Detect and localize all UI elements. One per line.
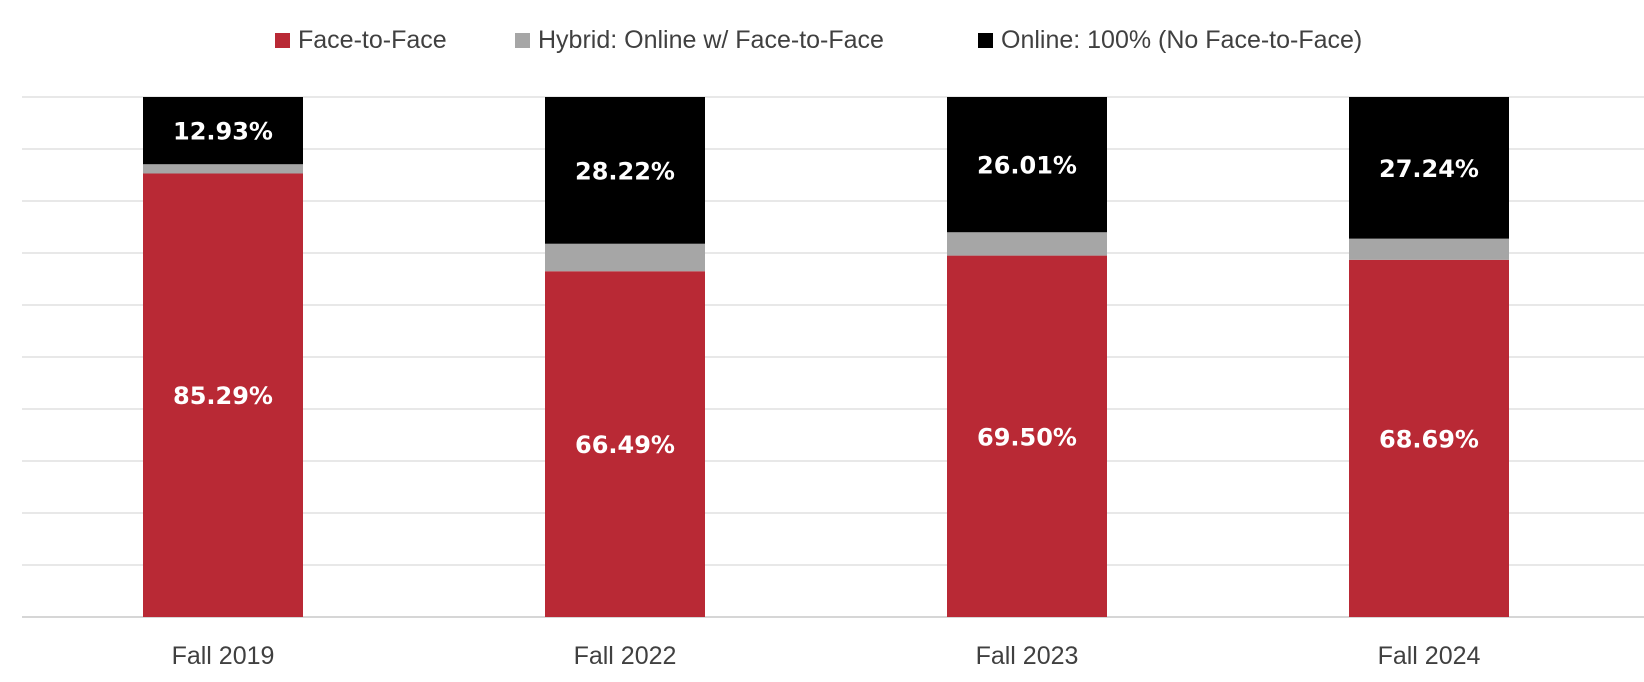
legend-label-face-to-face: Face-to-Face — [298, 26, 447, 54]
bar-segment-online — [1349, 97, 1509, 239]
data-label-online: 12.93% — [173, 118, 273, 146]
x-tick-label: Fall 2022 — [574, 642, 677, 670]
x-tick-label: Fall 2023 — [976, 642, 1079, 670]
bar-segment-hybrid — [947, 232, 1107, 256]
bar-segment-face-to-face — [947, 255, 1107, 617]
data-label-face-to-face: 66.49% — [575, 431, 675, 459]
chart-legend: Face-to-Face Hybrid: Online w/ Face-to-F… — [0, 26, 1644, 60]
data-label-online: 28.22% — [575, 157, 675, 185]
legend-swatch-online — [978, 33, 993, 48]
data-label-face-to-face: 69.50% — [977, 423, 1077, 451]
bar-segment-online — [545, 97, 705, 244]
bar-segment-hybrid — [1349, 238, 1509, 260]
bar-segment-online — [143, 97, 303, 165]
data-label-face-to-face: 68.69% — [1379, 425, 1479, 453]
legend-item-online: Online: 100% (No Face-to-Face) — [978, 26, 1362, 55]
data-label-online: 27.24% — [1379, 155, 1479, 183]
legend-label-hybrid: Hybrid: Online w/ Face-to-Face — [538, 26, 884, 54]
bar-segment-face-to-face — [143, 173, 303, 617]
bar-segment-hybrid — [545, 243, 705, 272]
bar-segment-hybrid — [143, 164, 303, 174]
legend-item-hybrid: Hybrid: Online w/ Face-to-Face — [515, 26, 884, 55]
bar-segment-online — [947, 97, 1107, 233]
x-tick-label: Fall 2024 — [1378, 642, 1481, 670]
legend-swatch-hybrid — [515, 33, 530, 48]
data-label-face-to-face: 85.29% — [173, 382, 273, 410]
x-tick-label: Fall 2019 — [172, 642, 275, 670]
bar-segment-face-to-face — [1349, 259, 1509, 617]
legend-label-online: Online: 100% (No Face-to-Face) — [1001, 26, 1363, 54]
bar-segment-face-to-face — [545, 271, 705, 617]
legend-swatch-face-to-face — [275, 33, 290, 48]
data-label-online: 26.01% — [977, 152, 1077, 180]
legend-item-face-to-face: Face-to-Face — [275, 26, 447, 55]
